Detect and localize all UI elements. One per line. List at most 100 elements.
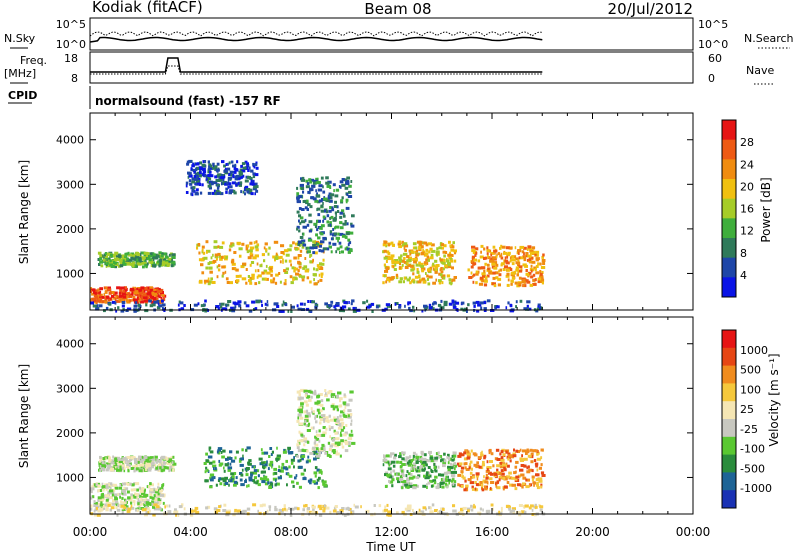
heatmap-cell xyxy=(275,478,277,482)
heatmap-cell xyxy=(415,453,418,457)
heatmap-cell xyxy=(412,242,417,246)
heatmap-cell xyxy=(538,466,542,470)
heatmap-cell xyxy=(493,261,498,265)
heatmap-cell xyxy=(104,503,109,507)
heatmap-cell xyxy=(117,504,120,508)
heatmap-cell xyxy=(432,302,435,306)
heatmap-cell xyxy=(244,166,249,170)
heatmap-cell xyxy=(507,452,511,456)
heatmap-cell xyxy=(528,468,533,472)
heatmap-cell xyxy=(204,160,207,163)
heatmap-cell xyxy=(134,467,136,471)
heatmap-cell xyxy=(427,466,431,469)
heatmap-cell xyxy=(191,193,194,197)
heatmap-cell xyxy=(226,167,231,171)
heatmap-cell xyxy=(393,268,397,271)
heatmap-cell xyxy=(399,465,403,469)
heatmap-cell xyxy=(328,209,332,213)
heatmap-cell xyxy=(309,451,314,455)
heatmap-cell xyxy=(486,510,489,514)
heatmap-cell xyxy=(340,226,344,230)
heatmap-cell xyxy=(241,468,244,472)
heatmap-cell xyxy=(398,304,402,307)
heatmap-cell xyxy=(483,485,488,489)
heatmap-cell xyxy=(498,273,502,277)
heatmap-cell xyxy=(320,232,324,236)
heatmap-cell xyxy=(391,261,396,265)
heatmap-cell xyxy=(427,242,432,246)
heatmap-cell xyxy=(323,445,326,449)
heatmap-cell xyxy=(515,460,519,464)
heatmap-cell xyxy=(239,274,242,278)
heatmap-cell xyxy=(143,253,147,257)
heatmap-cell xyxy=(240,164,243,168)
heatmap-cell xyxy=(499,254,503,258)
heatmap-cell xyxy=(128,462,132,466)
heatmap-cell xyxy=(506,253,511,257)
heatmap-cell xyxy=(344,178,348,182)
heatmap-cell xyxy=(502,487,505,491)
heatmap-cell xyxy=(124,252,127,256)
heatmap-cell xyxy=(398,259,403,263)
heatmap-cell xyxy=(245,473,249,477)
heatmap-cell xyxy=(305,460,309,464)
heatmap-cell xyxy=(301,457,304,461)
heatmap-cell xyxy=(434,265,439,269)
heatmap-cell xyxy=(222,271,225,275)
heatmap-cell xyxy=(296,196,300,200)
heatmap-cell xyxy=(348,414,350,418)
heatmap-cell xyxy=(397,480,401,484)
heatmap-cell xyxy=(385,460,390,464)
heatmap-cell xyxy=(252,256,257,260)
heatmap-cell xyxy=(343,409,346,413)
heatmap-cell xyxy=(540,463,543,467)
heatmap-cell xyxy=(128,464,131,467)
heatmap-cell xyxy=(133,469,136,473)
heatmap-cell xyxy=(541,259,546,262)
heatmap-cell xyxy=(319,278,323,282)
heatmap-cell xyxy=(447,265,452,269)
heatmap-cell xyxy=(139,253,142,257)
heatmap-cell xyxy=(141,261,146,265)
heatmap-cell xyxy=(334,431,338,435)
heatmap-cell xyxy=(353,503,355,507)
heatmap-cell xyxy=(541,271,544,274)
heatmap-cell xyxy=(91,297,96,301)
heatmap-cell xyxy=(382,243,387,247)
heatmap-cell xyxy=(474,253,477,257)
heatmap-cell xyxy=(282,260,284,264)
heatmap-cell xyxy=(241,169,246,173)
heatmap-cell xyxy=(494,271,499,275)
heatmap-cell xyxy=(339,306,345,310)
heatmap-cell xyxy=(216,162,220,166)
heatmap-cell xyxy=(306,449,309,453)
heatmap-cell xyxy=(189,182,193,186)
heatmap-cell xyxy=(261,470,266,474)
heatmap-cell xyxy=(114,493,118,497)
heatmap-cell xyxy=(90,496,93,500)
heatmap-cell xyxy=(141,502,145,506)
heatmap-cell xyxy=(125,505,129,509)
heatmap-cell xyxy=(537,277,542,281)
heatmap-cell xyxy=(141,458,145,461)
heatmap-cell xyxy=(133,304,138,308)
heatmap-cell xyxy=(213,181,218,185)
heatmap-cell xyxy=(251,473,253,477)
heatmap-cell xyxy=(403,458,408,462)
heatmap-cell xyxy=(112,254,115,258)
heatmap-cell xyxy=(298,485,302,489)
heatmap-cell xyxy=(415,263,419,267)
heatmap-cell xyxy=(486,249,490,253)
heatmap-cell xyxy=(340,418,344,422)
heatmap-cell xyxy=(114,291,118,295)
heatmap-cell xyxy=(105,264,108,268)
heatmap-cell xyxy=(325,419,330,423)
heatmap-cell xyxy=(209,450,214,454)
heatmap-cell xyxy=(304,394,307,398)
heatmap-cell xyxy=(90,507,93,511)
heatmap-cell xyxy=(350,302,353,306)
heatmap-cell xyxy=(257,483,261,487)
heatmap-cell xyxy=(133,495,137,499)
heatmap-cell xyxy=(131,494,135,498)
heatmap-cell xyxy=(316,244,320,248)
